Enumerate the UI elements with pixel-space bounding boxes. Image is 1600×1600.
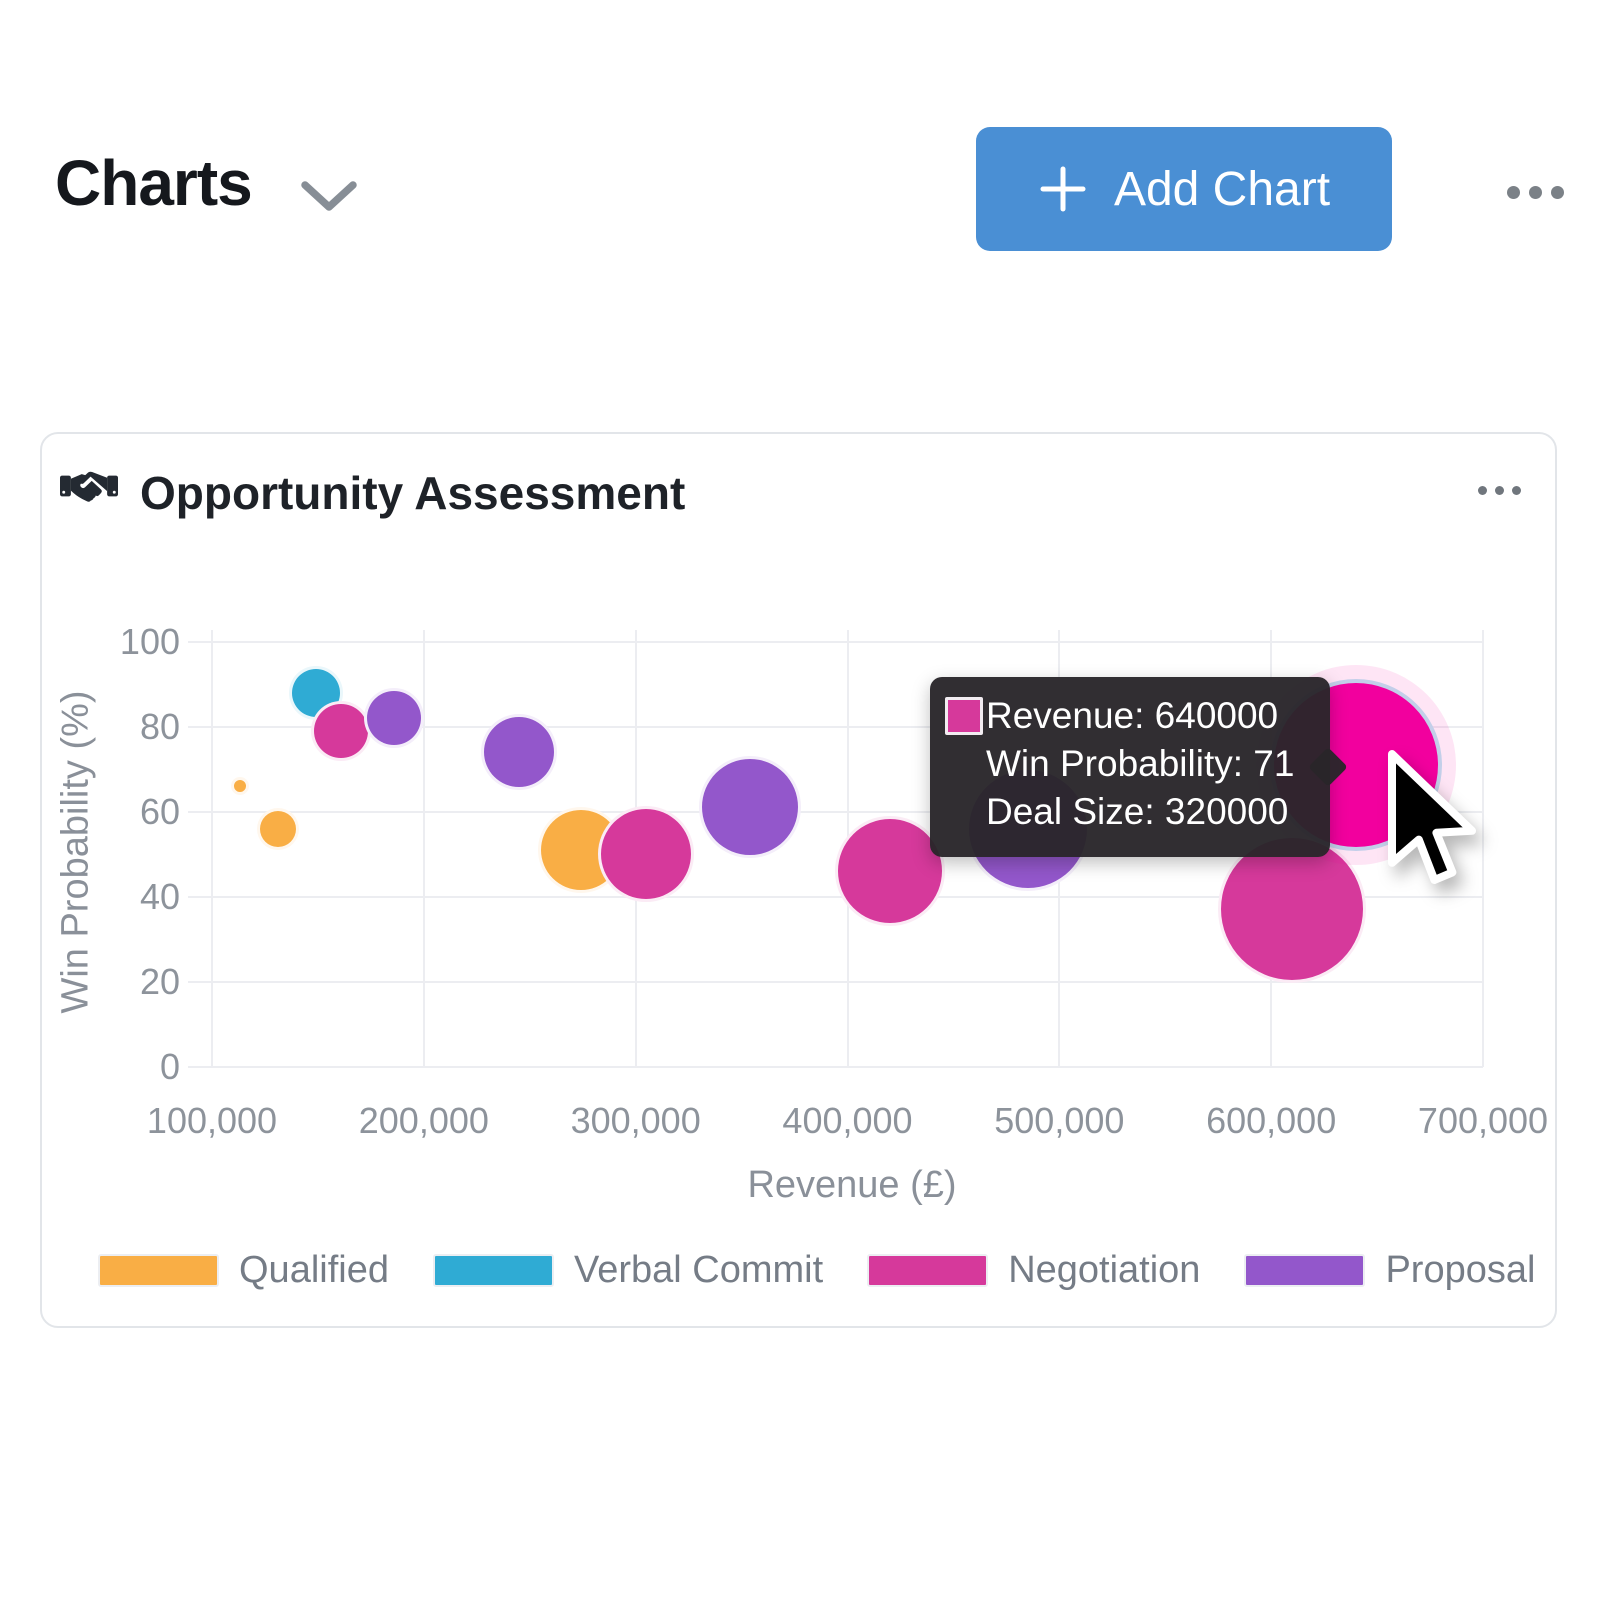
- add-chart-button[interactable]: Add Chart: [976, 127, 1392, 251]
- h-gridline: [188, 980, 1483, 983]
- bubble-proposal[interactable]: [481, 714, 558, 791]
- h-gridline: [188, 895, 1483, 898]
- y-tick-label: 20: [139, 960, 180, 1002]
- legend-swatch: [1244, 1253, 1366, 1287]
- legend-item-proposal[interactable]: Proposal: [1244, 1250, 1535, 1290]
- x-tick-label: 200,000: [358, 1100, 489, 1141]
- x-tick-label: 500,000: [994, 1100, 1125, 1141]
- tooltip-deal-size: Deal Size: 320000: [986, 791, 1289, 832]
- bubble-negotiation[interactable]: [311, 700, 372, 761]
- opportunity-assessment-card: Opportunity Assessment Revenue (£) Win P…: [40, 432, 1557, 1328]
- chart-tooltip: Revenue: 640000 Win Probability: 71 Deal…: [930, 677, 1348, 857]
- bubble-proposal[interactable]: [699, 756, 802, 859]
- legend-item-negotiation[interactable]: Negotiation: [867, 1250, 1200, 1290]
- tooltip-series-swatch: [945, 697, 983, 735]
- v-gridline: [1482, 630, 1484, 1067]
- x-tick-label: 600,000: [1206, 1100, 1337, 1141]
- bubble-negotiation[interactable]: [834, 816, 945, 927]
- y-tick-label: 40: [139, 875, 180, 917]
- x-tick-label: 100,000: [146, 1100, 278, 1141]
- v-gridline: [211, 630, 213, 1067]
- h-gridline: [188, 640, 1483, 643]
- legend-label: Proposal: [1385, 1249, 1536, 1291]
- mouse-cursor: [1386, 750, 1482, 895]
- card-more-options-button[interactable]: [1478, 486, 1521, 495]
- y-tick-label: 60: [139, 790, 180, 832]
- x-tick-label: 700,000: [1417, 1100, 1549, 1141]
- bubble-qualified[interactable]: [256, 807, 299, 850]
- v-gridline: [422, 630, 425, 1067]
- chevron-down-icon[interactable]: [300, 174, 358, 223]
- legend-label: Negotiation: [1008, 1249, 1201, 1291]
- h-gridline: [188, 810, 1483, 813]
- x-tick-label: 300,000: [570, 1100, 701, 1141]
- bubble-qualified[interactable]: [230, 777, 249, 796]
- tooltip-win-probability: Win Probability: 71: [986, 743, 1295, 784]
- legend-swatch: [98, 1253, 219, 1287]
- y-tick-label: 0: [159, 1045, 180, 1087]
- page-more-options-button[interactable]: [1507, 186, 1564, 199]
- legend-label: Verbal Commit: [573, 1249, 824, 1291]
- chart-legend: Qualified Verbal Commit Negotiation Proposa…: [98, 1246, 1535, 1294]
- x-tick-label: 400,000: [782, 1100, 913, 1141]
- legend-item-qualified[interactable]: Qualified: [98, 1250, 389, 1290]
- legend-label: Qualified: [239, 1249, 389, 1291]
- y-tick-label: 80: [139, 705, 180, 747]
- chart-plot-area: Revenue (£) Win Probability (%) Qualifie…: [42, 434, 1555, 1326]
- legend-item-verbal-commit[interactable]: Verbal Commit: [432, 1249, 824, 1291]
- tooltip-revenue: Revenue: 640000: [986, 695, 1279, 736]
- bubble-negotiation[interactable]: [1218, 835, 1367, 984]
- legend-swatch: [432, 1253, 554, 1287]
- legend-swatch: [867, 1253, 989, 1287]
- handshake-icon: [60, 466, 118, 511]
- bubble-negotiation[interactable]: [598, 806, 695, 903]
- bubble-proposal[interactable]: [364, 688, 425, 749]
- y-tick-label: 100: [119, 620, 180, 662]
- page-title: Charts: [55, 147, 253, 219]
- chart-title: Opportunity Assessment: [140, 467, 686, 519]
- h-gridline: [188, 1065, 1483, 1068]
- add-chart-label: Add Chart: [1113, 162, 1331, 216]
- plus-icon: [1038, 164, 1088, 214]
- x-axis-title: Revenue (£): [747, 1164, 957, 1206]
- h-gridline: [188, 725, 1483, 728]
